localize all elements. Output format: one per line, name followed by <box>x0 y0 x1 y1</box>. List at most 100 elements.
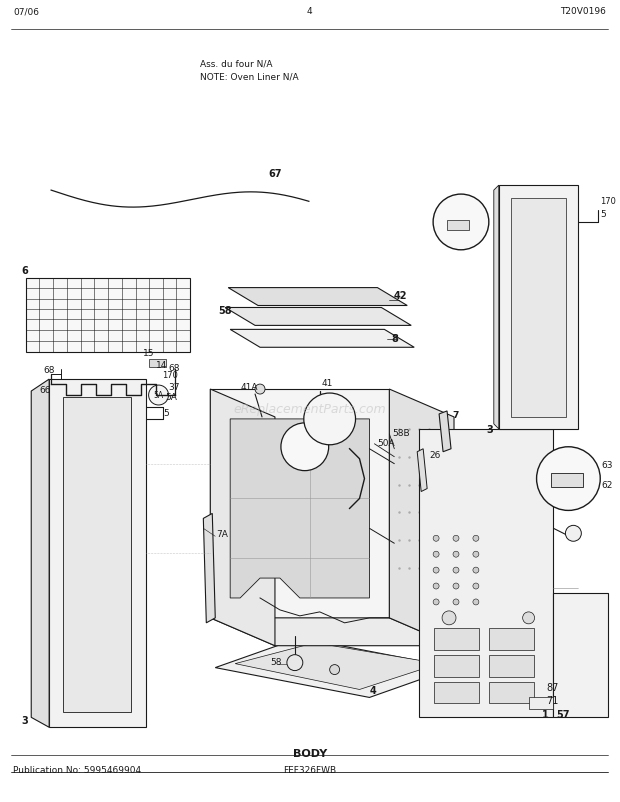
Polygon shape <box>554 593 608 718</box>
Text: 62: 62 <box>601 480 613 489</box>
Polygon shape <box>419 429 554 718</box>
Text: 29: 29 <box>293 447 303 456</box>
Text: 7: 7 <box>452 411 458 419</box>
Polygon shape <box>434 682 479 703</box>
Text: 67: 67 <box>268 169 281 179</box>
Text: 3: 3 <box>487 424 494 435</box>
Text: 66: 66 <box>39 386 51 395</box>
Text: 68: 68 <box>169 363 180 373</box>
Text: 3: 3 <box>21 715 28 725</box>
Text: 37: 37 <box>169 383 180 391</box>
Polygon shape <box>49 379 146 727</box>
Circle shape <box>433 583 439 589</box>
Polygon shape <box>511 199 567 417</box>
Text: T20V0196: T20V0196 <box>560 7 606 16</box>
Polygon shape <box>389 390 454 646</box>
Text: FEF326FWB: FEF326FWB <box>283 765 336 774</box>
Text: eReplacementParts.com: eReplacementParts.com <box>234 403 386 416</box>
Polygon shape <box>489 628 534 650</box>
Polygon shape <box>228 288 407 306</box>
Text: 42: 42 <box>393 290 407 300</box>
Polygon shape <box>210 390 275 646</box>
Polygon shape <box>434 655 479 677</box>
Polygon shape <box>210 390 389 618</box>
Text: 21: 21 <box>316 418 327 427</box>
Text: 58: 58 <box>270 657 281 666</box>
Polygon shape <box>529 698 554 710</box>
Polygon shape <box>498 186 578 429</box>
Text: NOTE: Oven Liner N/A: NOTE: Oven Liner N/A <box>200 73 299 82</box>
Polygon shape <box>494 186 498 429</box>
Polygon shape <box>210 618 454 646</box>
Text: 71: 71 <box>546 695 559 706</box>
Polygon shape <box>417 449 427 492</box>
Text: 1: 1 <box>541 710 548 719</box>
Polygon shape <box>489 682 534 703</box>
Text: 07/06: 07/06 <box>13 7 39 16</box>
Text: 26: 26 <box>429 450 441 459</box>
Bar <box>26 278 190 353</box>
Text: 170: 170 <box>600 196 616 206</box>
Text: Publication No: 5995469904: Publication No: 5995469904 <box>13 765 141 774</box>
Circle shape <box>473 552 479 557</box>
Circle shape <box>523 612 534 624</box>
Circle shape <box>149 386 169 406</box>
Circle shape <box>453 536 459 541</box>
Circle shape <box>255 385 265 395</box>
Circle shape <box>433 552 439 557</box>
Text: 41A: 41A <box>240 383 258 391</box>
Circle shape <box>433 195 489 250</box>
Text: 5A: 5A <box>453 217 466 227</box>
Text: 15: 15 <box>143 349 154 358</box>
Polygon shape <box>230 419 370 598</box>
Text: 58B: 58B <box>392 428 410 437</box>
Polygon shape <box>551 473 583 487</box>
Text: 87: 87 <box>546 683 559 693</box>
Polygon shape <box>489 655 534 677</box>
Text: 57: 57 <box>557 710 570 719</box>
Circle shape <box>330 665 340 674</box>
Circle shape <box>433 568 439 573</box>
Circle shape <box>287 655 303 670</box>
Text: 6: 6 <box>21 265 28 275</box>
Text: 14: 14 <box>156 361 167 370</box>
Circle shape <box>536 448 600 511</box>
Circle shape <box>433 536 439 541</box>
Circle shape <box>304 394 355 445</box>
Circle shape <box>473 568 479 573</box>
Text: 50A: 50A <box>378 438 395 448</box>
Polygon shape <box>447 221 469 231</box>
Polygon shape <box>31 379 49 727</box>
Text: 4: 4 <box>370 686 376 695</box>
Circle shape <box>453 583 459 589</box>
Circle shape <box>281 423 329 471</box>
Text: 5: 5 <box>164 408 169 417</box>
Text: 5: 5 <box>600 209 606 219</box>
Polygon shape <box>434 628 479 650</box>
Circle shape <box>473 583 479 589</box>
Polygon shape <box>235 643 439 690</box>
Circle shape <box>453 568 459 573</box>
Text: 63: 63 <box>601 460 613 469</box>
Text: 170: 170 <box>162 371 179 379</box>
Text: 5A: 5A <box>166 392 177 402</box>
Polygon shape <box>230 330 414 348</box>
Circle shape <box>473 536 479 541</box>
Text: BODY: BODY <box>293 748 327 758</box>
Polygon shape <box>149 360 166 367</box>
Polygon shape <box>439 411 451 452</box>
Text: 4: 4 <box>307 7 312 16</box>
Text: 68: 68 <box>43 366 55 375</box>
Text: 41: 41 <box>322 379 333 387</box>
Text: 8: 8 <box>391 334 398 344</box>
Text: 58: 58 <box>218 306 232 316</box>
Polygon shape <box>203 514 215 623</box>
Circle shape <box>433 599 439 606</box>
Polygon shape <box>63 398 131 712</box>
Circle shape <box>442 611 456 625</box>
Circle shape <box>453 599 459 606</box>
Text: Ass. du four N/A: Ass. du four N/A <box>200 59 273 69</box>
Circle shape <box>565 525 582 541</box>
Circle shape <box>453 552 459 557</box>
Text: 5A: 5A <box>154 391 164 399</box>
